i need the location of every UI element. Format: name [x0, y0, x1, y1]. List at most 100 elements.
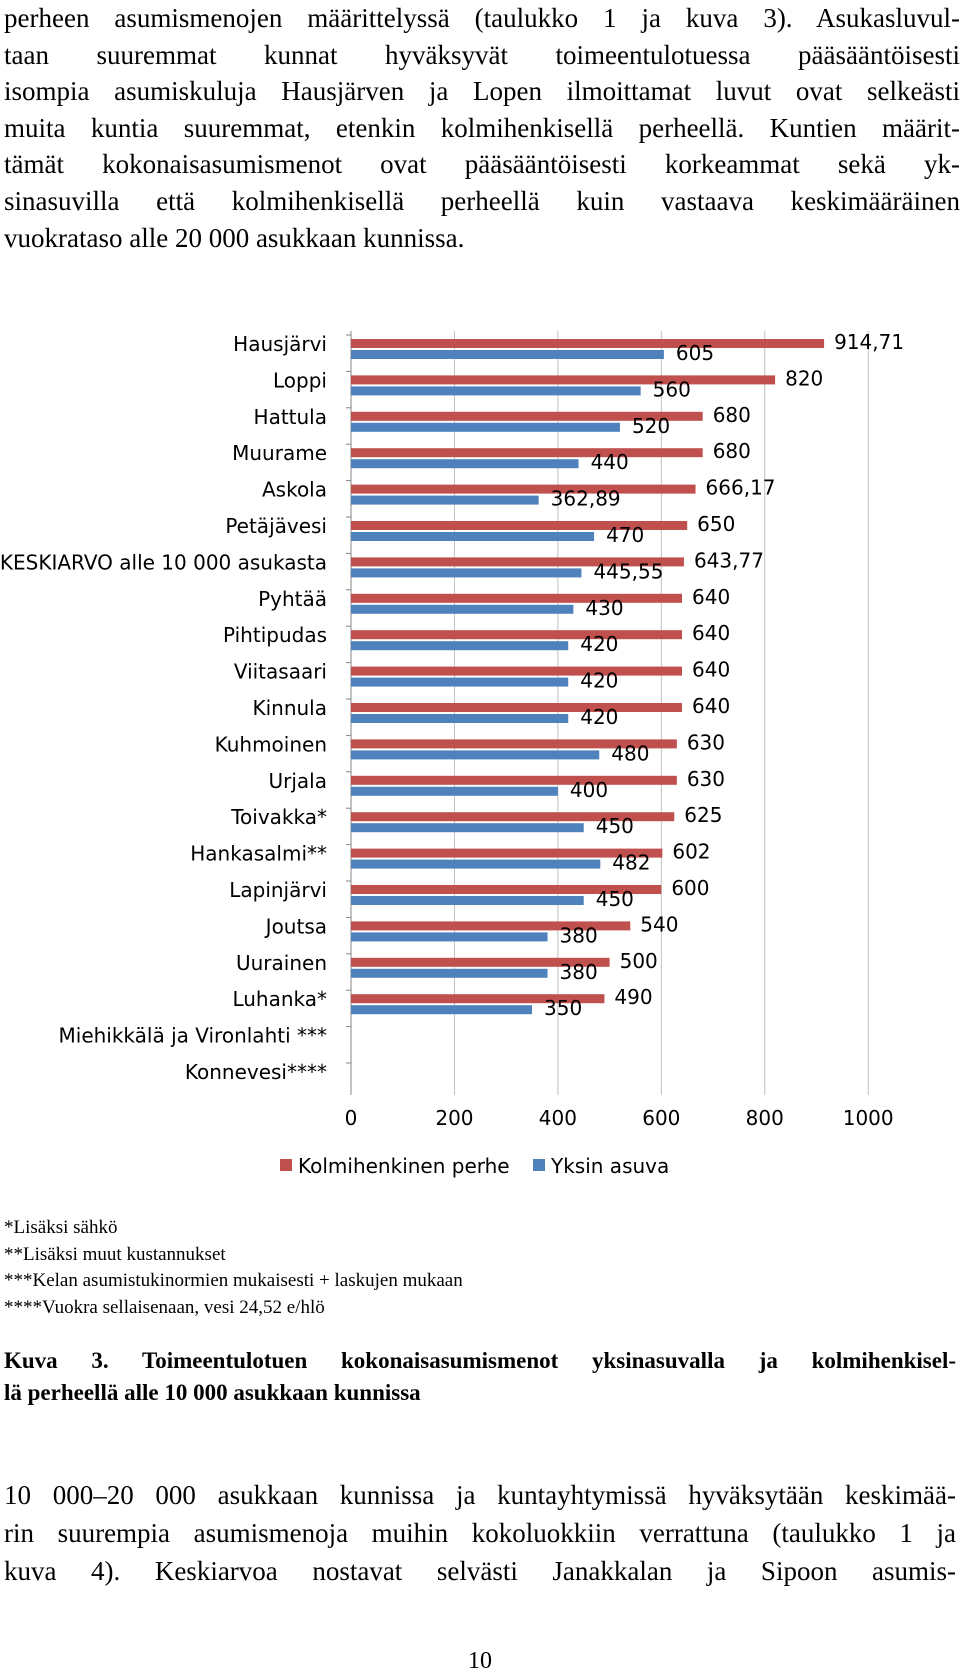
data-label-yksin: 350: [544, 996, 582, 1020]
bar-yksin: [351, 932, 548, 942]
data-label-kolmihenkinen: 666,17: [706, 476, 776, 500]
chart-legend: Kolmihenkinen perhe Yksin asuva: [280, 1154, 669, 1178]
bar-yksin: [351, 459, 579, 469]
bar-kolmihenkinen: [351, 593, 683, 603]
bar-kolmihenkinen: [351, 957, 610, 967]
data-label-kolmihenkinen: 650: [697, 512, 735, 536]
category-label: Pyhtää: [258, 587, 327, 611]
caption-line: Kuva 3. Toimeentulotuen kokonaisasumisme…: [4, 1348, 956, 1373]
intro-line: tämät kokonaisasumismenot ovat pääsääntö…: [4, 149, 960, 180]
data-label-kolmihenkinen: 630: [687, 730, 725, 754]
closing-line: rin suurempia asumismenoja muihin kokolu…: [4, 1518, 956, 1548]
data-label-kolmihenkinen: 490: [614, 985, 652, 1009]
category-label: Pihtipudas: [223, 623, 327, 647]
category-label: Viitasaari: [234, 660, 327, 684]
legend-label-kolmihenkinen: Kolmihenkinen perhe: [298, 1154, 510, 1178]
caption-line: lä perheellä alle 10 000 asukkaan kunnis…: [4, 1380, 421, 1405]
intro-line: vuokrataso alle 20 000 asukkaan kunnissa…: [4, 222, 465, 253]
bar-kolmihenkinen: [351, 630, 683, 640]
bar-yksin: [351, 532, 595, 541]
data-label-kolmihenkinen: 602: [672, 840, 710, 864]
x-tick-label: 0: [345, 1106, 358, 1130]
data-label-kolmihenkinen: 630: [687, 767, 725, 791]
data-label-kolmihenkinen: 625: [684, 803, 722, 827]
data-label-yksin: 420: [580, 669, 618, 693]
chart-gridlines: [346, 331, 869, 1095]
data-label-yksin: 470: [606, 523, 644, 547]
category-label: Hankasalmi**: [190, 842, 327, 866]
intro-line: muita kuntia suuremmat, etenkin kolmihen…: [4, 112, 960, 143]
bar-yksin: [351, 714, 569, 723]
footnote: ****Vuokra sellaisenaan, vesi 24,52 e/hl…: [4, 1296, 325, 1318]
category-label: Konnevesi****: [185, 1060, 327, 1084]
bar-yksin: [351, 568, 582, 578]
bar-yksin: [351, 350, 664, 359]
data-label-kolmihenkinen: 680: [713, 439, 751, 463]
page-number: 10: [468, 1648, 492, 1674]
data-label-yksin: 430: [585, 596, 623, 620]
legend-label-yksin: Yksin asuva: [550, 1154, 669, 1178]
bar-yksin: [351, 1005, 533, 1015]
bar-yksin: [351, 823, 584, 833]
x-tick-label: 400: [539, 1106, 577, 1130]
bar-kolmihenkinen: [351, 339, 825, 348]
data-label-yksin: 440: [591, 450, 629, 474]
bar-kolmihenkinen: [351, 411, 703, 421]
category-label: Luhanka*: [232, 987, 327, 1011]
bar-yksin: [351, 750, 600, 760]
category-label: Muurame: [232, 441, 327, 465]
category-label: Hausjärvi: [233, 332, 327, 356]
data-label-yksin: 445,55: [593, 559, 663, 583]
data-label-kolmihenkinen: 540: [640, 912, 678, 936]
category-label: KESKIARVO alle 10 000 asukasta: [0, 550, 327, 574]
x-tick-label: 1000: [843, 1106, 894, 1130]
data-label-kolmihenkinen: 820: [785, 366, 823, 390]
footnote: **Lisäksi muut kustannukset: [4, 1243, 226, 1265]
category-label: Askola: [262, 478, 327, 502]
bar-yksin: [351, 896, 584, 905]
chart-x-axis-ticks: 0 200 400 600 800 1000: [345, 1106, 894, 1130]
intro-paragraph: perheen asumismenojen määrittelyssä (tau…: [4, 0, 960, 256]
intro-line: isompia asumiskuluja Hausjärven ja Lopen…: [4, 76, 960, 107]
data-label-kolmihenkinen: 914,71: [834, 330, 904, 354]
intro-line: taan suuremmat kunnat hyväksyvät toimeen…: [4, 39, 960, 70]
intro-line: perheen asumismenojen määrittelyssä (tau…: [4, 3, 960, 33]
bar-yksin: [351, 641, 569, 651]
data-label-kolmihenkinen: 600: [671, 876, 709, 900]
chart-footnotes: *Lisäksi sähkö **Lisäksi muut kustannukse…: [4, 1215, 463, 1321]
bar-yksin: [351, 386, 641, 396]
category-label: Kinnula: [252, 696, 327, 720]
data-label-yksin: 362,89: [551, 487, 621, 511]
housing-costs-bar-chart: Hausjärvi Loppi Hattula Muurame Askola Petäjä…: [0, 330, 904, 1178]
x-tick-label: 800: [746, 1106, 784, 1130]
bar-kolmihenkinen: [351, 448, 703, 458]
bar-kolmihenkinen: [351, 848, 663, 858]
bar-kolmihenkinen: [351, 739, 677, 749]
data-label-yksin: 380: [560, 923, 598, 947]
bar-kolmihenkinen: [351, 885, 662, 894]
legend-swatch-yksin: [533, 1159, 545, 1171]
data-label-yksin: 450: [596, 814, 634, 838]
bar-yksin: [351, 968, 548, 978]
data-label-yksin: 605: [676, 341, 714, 365]
bar-kolmihenkinen: [351, 666, 683, 676]
data-label-yksin: 480: [611, 741, 649, 765]
data-label-yksin: 450: [596, 887, 634, 911]
chart-data-labels: 914,71 605 820 560 680 520 680 440 666,17 362,89 6…: [544, 330, 904, 1020]
closing-paragraph: 10 000–20 000 asukkaan kunnissa ja kunta…: [4, 1476, 956, 1590]
footnote: *Lisäksi sähkö: [4, 1217, 118, 1238]
data-label-yksin: 520: [632, 414, 670, 438]
category-label: Hattula: [254, 405, 327, 429]
legend-swatch-kolmihenkinen: [280, 1159, 292, 1171]
category-label: Lapinjärvi: [229, 878, 327, 902]
figure-caption: Kuva 3. Toimeentulotuen kokonaisasumisme…: [4, 1345, 956, 1409]
category-label: Joutsa: [264, 914, 327, 938]
bar-kolmihenkinen: [351, 484, 696, 494]
data-label-yksin: 380: [560, 960, 598, 984]
bar-yksin: [351, 422, 620, 432]
data-label-kolmihenkinen: 643,77: [694, 548, 764, 572]
data-label-yksin: 482: [612, 851, 650, 875]
bar-kolmihenkinen: [351, 921, 631, 931]
chart-bars: [351, 339, 825, 1015]
bar-yksin: [351, 859, 601, 869]
